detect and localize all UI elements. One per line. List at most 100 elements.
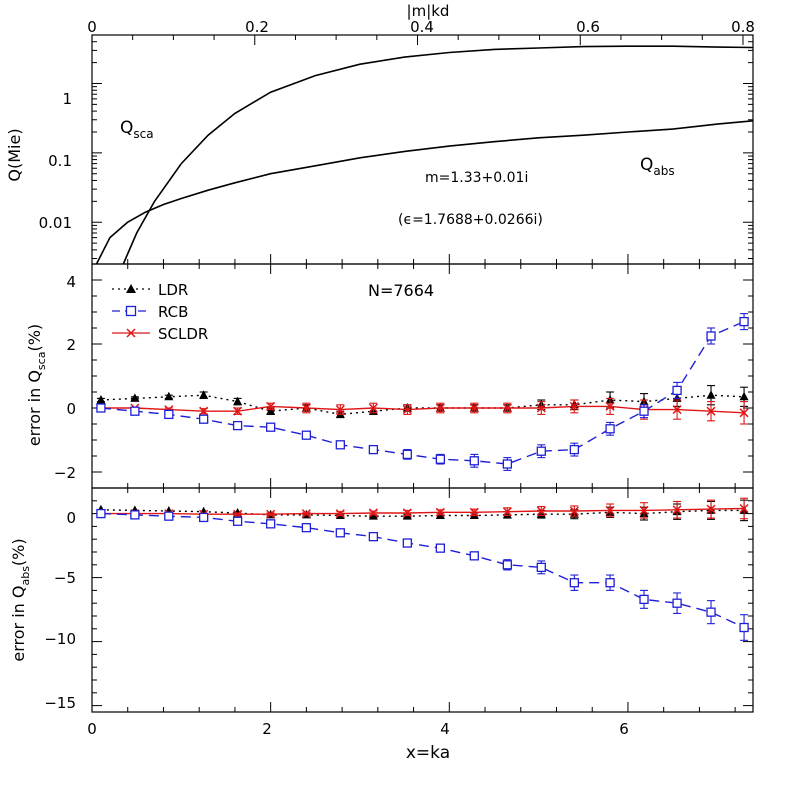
mid-rcb-point <box>199 414 209 424</box>
top-y-tick-label-0: 0.01 <box>39 214 72 232</box>
bot-rcb-point <box>536 562 546 573</box>
mid-rcb-point <box>402 449 412 460</box>
top-y-tick-label-1: 0.1 <box>48 152 72 170</box>
panel-middle: −2 0 2 4 error in Qsca(%) N=7664 LDR RCB… <box>25 263 754 489</box>
mid-rcb-point <box>639 406 649 416</box>
mid-ldr-line <box>100 394 745 416</box>
bot-rcb-point <box>402 538 412 548</box>
bot-scldr-point <box>639 505 649 515</box>
permittivity-annotation: (ϵ=1.7688+0.0266i) <box>398 212 543 228</box>
bot-x-tick-label-0: 0 <box>87 720 97 738</box>
top-y-axis-label: Q(Mie) <box>5 128 24 181</box>
bot-y-tick-label-1: −10 <box>44 630 76 648</box>
bot-scldr-point <box>739 503 749 514</box>
mid-y-tick-label-0: −2 <box>54 464 76 482</box>
panel-top: |m|kd 0 0.2 0.4 0.6 0.8 0.01 0.1 1 Q(Mie… <box>5 2 755 265</box>
bot-x-tick-label-3: 6 <box>619 720 629 738</box>
mid-rcb-point <box>469 456 479 466</box>
bot-scldr-point <box>402 508 412 518</box>
panel-top-ticks <box>91 34 753 264</box>
bot-scldr-point <box>536 506 546 516</box>
bot-rcb-point <box>469 551 479 561</box>
bot-rcb-point <box>435 543 446 553</box>
bot-x-tick-label-2: 4 <box>440 720 450 738</box>
top-axis-tick-4: 0.8 <box>731 18 755 36</box>
mid-y-tick-label-3: 4 <box>66 273 76 291</box>
panel-top-curves <box>95 45 754 265</box>
top-axis-tick-0: 0 <box>87 18 97 36</box>
mid-y-axis-label: error in Qsca(%) <box>25 324 48 446</box>
mid-scldr-point <box>266 401 276 411</box>
legend: LDR RCB SCLDR <box>112 281 208 343</box>
mid-y-tick-label-1: 0 <box>66 400 76 418</box>
panel-middle-series <box>96 313 749 471</box>
mid-scldr-point <box>739 408 749 418</box>
mid-rcb-point <box>130 406 140 416</box>
mid-ldr-point <box>233 396 243 406</box>
mid-rcb-point <box>672 385 682 396</box>
legend-ldr-marker <box>126 284 136 293</box>
mid-ldr-point <box>739 391 749 401</box>
bot-y-tick-label-0: −15 <box>44 694 76 712</box>
mid-scldr-point <box>469 403 479 413</box>
bot-scldr-point <box>569 506 579 516</box>
mid-rcb-point <box>164 409 174 420</box>
bot-rcb-point <box>368 531 379 542</box>
mid-ldr-point <box>130 393 140 402</box>
mid-ldr-point <box>164 391 174 401</box>
mid-scldr-point <box>301 403 311 413</box>
mid-scldr-point <box>605 401 615 411</box>
panel-bottom-frame <box>91 487 754 713</box>
mid-rcb-point <box>232 420 243 431</box>
bot-rcb-point <box>265 519 276 529</box>
top-axis-tick-3: 0.6 <box>576 18 600 36</box>
mid-scldr-point <box>706 406 716 416</box>
legend-rcb-marker <box>125 305 137 317</box>
mid-rcb-point <box>265 422 276 432</box>
bot-y-tick-label-3: 0 <box>66 509 76 527</box>
mid-ldr-point <box>96 395 106 404</box>
mid-scldr-point <box>435 403 445 413</box>
qabs-annotation: Qabs <box>640 155 675 178</box>
bot-rcb-point <box>605 578 615 588</box>
bot-scldr-line <box>100 507 745 515</box>
mid-ldr-point <box>266 406 276 415</box>
mid-rcb-point <box>368 444 379 455</box>
mid-scldr-point <box>672 405 682 415</box>
mid-rcb-line <box>100 320 745 465</box>
mid-rcb-point <box>502 459 513 469</box>
qsca-annotation: Qsca <box>120 118 154 141</box>
mid-rcb-point <box>335 440 345 450</box>
legend-rcb-label: RCB <box>158 303 188 321</box>
bot-y-tick-label-2: −5 <box>54 569 76 587</box>
mid-rcb-point <box>569 444 580 455</box>
mid-scldr-point <box>536 403 546 413</box>
mid-rcb-point <box>706 331 716 341</box>
bot-rcb-point <box>96 508 106 519</box>
bot-rcb-point <box>130 510 140 520</box>
mid-rcb-point <box>739 316 749 327</box>
bot-scldr-point <box>502 507 512 517</box>
bot-scldr-point <box>335 509 345 519</box>
legend-item-scldr: SCLDR <box>112 325 208 343</box>
mid-ldr-point <box>199 390 209 399</box>
bot-rcb-point <box>335 528 345 538</box>
mid-scldr-point <box>335 405 345 415</box>
sample-count-annotation: N=7664 <box>368 281 434 300</box>
bot-scldr-point <box>706 504 716 514</box>
bot-rcb-point <box>739 622 749 633</box>
bot-rcb-point <box>639 594 649 605</box>
mid-scldr-point <box>368 403 378 413</box>
panel-middle-ticks <box>91 263 753 489</box>
bot-rcb-point <box>199 512 209 523</box>
mid-rcb-point <box>536 446 546 456</box>
mid-ldr-point <box>706 390 716 399</box>
mid-rcb-point <box>96 403 106 413</box>
qsca-curve <box>122 45 754 265</box>
top-axis-label: |m|kd <box>407 2 450 20</box>
mid-rcb-point <box>301 430 312 440</box>
mid-scldr-line <box>100 405 745 414</box>
bot-rcb-point <box>706 607 716 617</box>
top-axis-tick-2: 0.4 <box>410 18 434 36</box>
